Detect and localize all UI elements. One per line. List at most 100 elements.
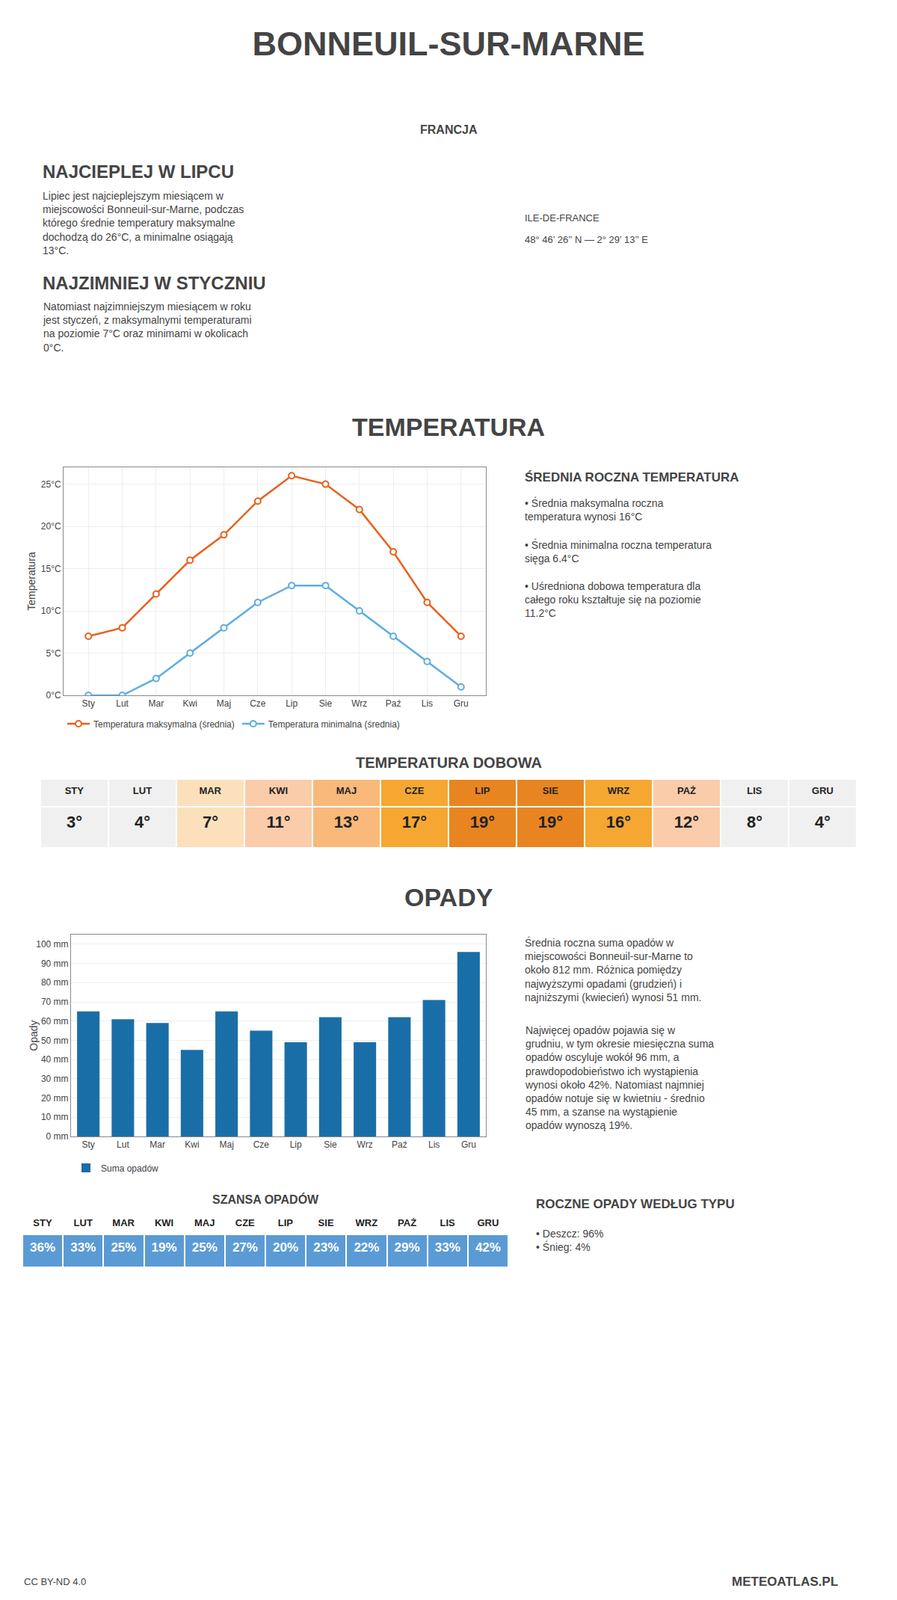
svg-text:• Średnia minimalna roczna tem: • Średnia minimalna roczna temperaturasi… (524, 538, 712, 565)
svg-text:Paź: Paź (391, 1139, 408, 1150)
svg-text:19%: 19% (151, 1240, 178, 1255)
svg-text:LIS: LIS (746, 784, 763, 797)
svg-text:Temperatura minimalna (średnia: Temperatura minimalna (średnia) (268, 719, 400, 730)
svg-text:METEOATLAS.PL: METEOATLAS.PL (731, 1574, 838, 1589)
svg-text:LIP: LIP (474, 784, 491, 797)
svg-text:ILE-DE-FRANCE: ILE-DE-FRANCE (524, 212, 600, 224)
svg-text:29%: 29% (394, 1240, 421, 1255)
svg-text:PAŻ: PAŻ (677, 784, 696, 797)
svg-text:Lis: Lis (428, 1139, 440, 1150)
svg-text:WRZ: WRZ (607, 784, 631, 797)
svg-text:5°C: 5°C (45, 648, 61, 659)
svg-text:Lip: Lip (285, 698, 298, 709)
svg-text:CZE: CZE (235, 1216, 255, 1229)
svg-text:MAJ: MAJ (194, 1216, 215, 1229)
svg-text:GRU: GRU (476, 1216, 499, 1229)
svg-text:Średnia roczna suma opadów wmi: Średnia roczna suma opadów wmiejscowości… (524, 935, 702, 1004)
svg-text:Natomiast najzimniejszym miesi: Natomiast najzimniejszym miesiącem w rok… (42, 300, 252, 354)
svg-text:36%: 36% (29, 1240, 56, 1255)
svg-text:GRU: GRU (811, 784, 834, 797)
svg-text:Paź: Paź (385, 698, 402, 709)
svg-text:25%: 25% (192, 1240, 218, 1255)
svg-text:15°C: 15°C (41, 563, 62, 575)
svg-text:Mar: Mar (149, 1139, 166, 1150)
svg-text:STY: STY (32, 1216, 53, 1229)
svg-text:• Uśredniona dobowa temperatur: • Uśredniona dobowa temperatura dlacałeg… (524, 580, 702, 619)
svg-text:10°C: 10°C (41, 605, 62, 616)
svg-text:Maj: Maj (219, 1139, 234, 1150)
svg-text:80 mm: 80 mm (41, 976, 69, 988)
svg-text:• Średnia maksymalna rocznatem: • Średnia maksymalna rocznatemperatura w… (524, 496, 664, 523)
svg-text:13°: 13° (334, 812, 359, 832)
svg-text:Suma opadów: Suma opadów (100, 1163, 159, 1174)
svg-text:CZE: CZE (404, 784, 424, 797)
svg-text:PAŻ: PAŻ (397, 1216, 417, 1229)
svg-text:19°: 19° (538, 812, 563, 832)
svg-text:8°: 8° (746, 812, 763, 832)
svg-text:11°: 11° (266, 812, 291, 832)
svg-text:Cze: Cze (249, 698, 267, 709)
svg-text:Sie: Sie (319, 698, 333, 709)
svg-text:Temperatura maksymalna (średni: Temperatura maksymalna (średnia) (93, 719, 235, 730)
svg-text:4°: 4° (134, 812, 151, 832)
svg-text:20°C: 20°C (41, 521, 62, 532)
svg-text:7°: 7° (202, 812, 219, 832)
svg-text:30 mm: 30 mm (41, 1073, 69, 1084)
svg-text:33%: 33% (70, 1240, 96, 1255)
svg-text:MAR: MAR (112, 1216, 135, 1229)
svg-text:Lut: Lut (115, 698, 129, 709)
svg-text:25°C: 25°C (41, 479, 62, 490)
svg-text:MAJ: MAJ (336, 784, 357, 797)
svg-text:17°: 17° (402, 812, 427, 832)
svg-text:Lipiec jest najcieplejszym mie: Lipiec jest najcieplejszym miesiącem wmi… (42, 189, 244, 257)
svg-text:12°: 12° (674, 812, 699, 832)
svg-text:Maj: Maj (216, 698, 231, 709)
svg-text:48° 46’ 26’’ N — 2° 29’ 13’’ E: 48° 46’ 26’’ N — 2° 29’ 13’’ E (524, 233, 649, 246)
svg-text:ROCZNE OPADY WEDŁUG TYPU: ROCZNE OPADY WEDŁUG TYPU (535, 1196, 735, 1211)
svg-text:Gru: Gru (461, 1139, 477, 1150)
svg-text:90 mm: 90 mm (41, 958, 69, 969)
svg-text:33%: 33% (435, 1240, 461, 1255)
svg-text:50 mm: 50 mm (41, 1035, 69, 1046)
svg-text:25%: 25% (110, 1240, 137, 1255)
svg-text:40 mm: 40 mm (41, 1053, 69, 1065)
svg-text:STY: STY (65, 784, 85, 797)
svg-text:10 mm: 10 mm (41, 1111, 69, 1122)
svg-text:100 mm: 100 mm (35, 938, 69, 950)
svg-text:3°: 3° (66, 812, 83, 832)
svg-text:Wrz: Wrz (351, 698, 368, 709)
svg-text:NAJCIEPLEJ W LIPCU: NAJCIEPLEJ W LIPCU (42, 161, 234, 182)
svg-text:60 mm: 60 mm (41, 1015, 69, 1027)
svg-text:Sie: Sie (323, 1139, 338, 1150)
svg-text:• Deszcz: 96%• Śnieg: 4%: • Deszcz: 96%• Śnieg: 4% (535, 1227, 604, 1253)
svg-text:70 mm: 70 mm (41, 996, 69, 1007)
svg-text:TEMPERATURA DOBOWA: TEMPERATURA DOBOWA (355, 754, 542, 771)
svg-text:BONNEUIL-SUR-MARNE: BONNEUIL-SUR-MARNE (252, 24, 646, 63)
svg-text:NAJZIMNIEJ W STYCZNIU: NAJZIMNIEJ W STYCZNIU (42, 272, 267, 294)
svg-text:Sty: Sty (82, 698, 95, 709)
svg-text:22%: 22% (353, 1240, 379, 1255)
svg-text:SIE: SIE (318, 1216, 335, 1229)
svg-text:Lut: Lut (116, 1139, 130, 1150)
svg-text:LUT: LUT (74, 1216, 93, 1229)
svg-text:WRZ: WRZ (355, 1216, 379, 1229)
svg-text:Lis: Lis (421, 698, 433, 709)
svg-text:CC BY-ND 4.0: CC BY-ND 4.0 (23, 1575, 86, 1587)
svg-text:Temperatura: Temperatura (25, 551, 38, 611)
svg-text:Wrz: Wrz (357, 1139, 374, 1150)
svg-text:23%: 23% (313, 1240, 339, 1255)
svg-text:0°C: 0°C (45, 689, 61, 701)
svg-text:KWI: KWI (269, 784, 288, 797)
svg-text:20 mm: 20 mm (41, 1092, 69, 1104)
svg-text:TEMPERATURA: TEMPERATURA (352, 412, 545, 442)
svg-text:FRANCJA: FRANCJA (420, 123, 478, 137)
svg-text:16°: 16° (606, 812, 631, 832)
svg-text:Sty: Sty (81, 1139, 95, 1150)
svg-text:Kwi: Kwi (184, 1139, 199, 1150)
svg-text:Lip: Lip (290, 1139, 302, 1150)
svg-text:LIP: LIP (278, 1216, 294, 1229)
svg-text:SZANSA OPADÓW: SZANSA OPADÓW (212, 1192, 320, 1206)
svg-text:OPADY: OPADY (404, 882, 494, 912)
svg-text:MAR: MAR (198, 784, 222, 797)
svg-text:Mar: Mar (148, 698, 165, 709)
